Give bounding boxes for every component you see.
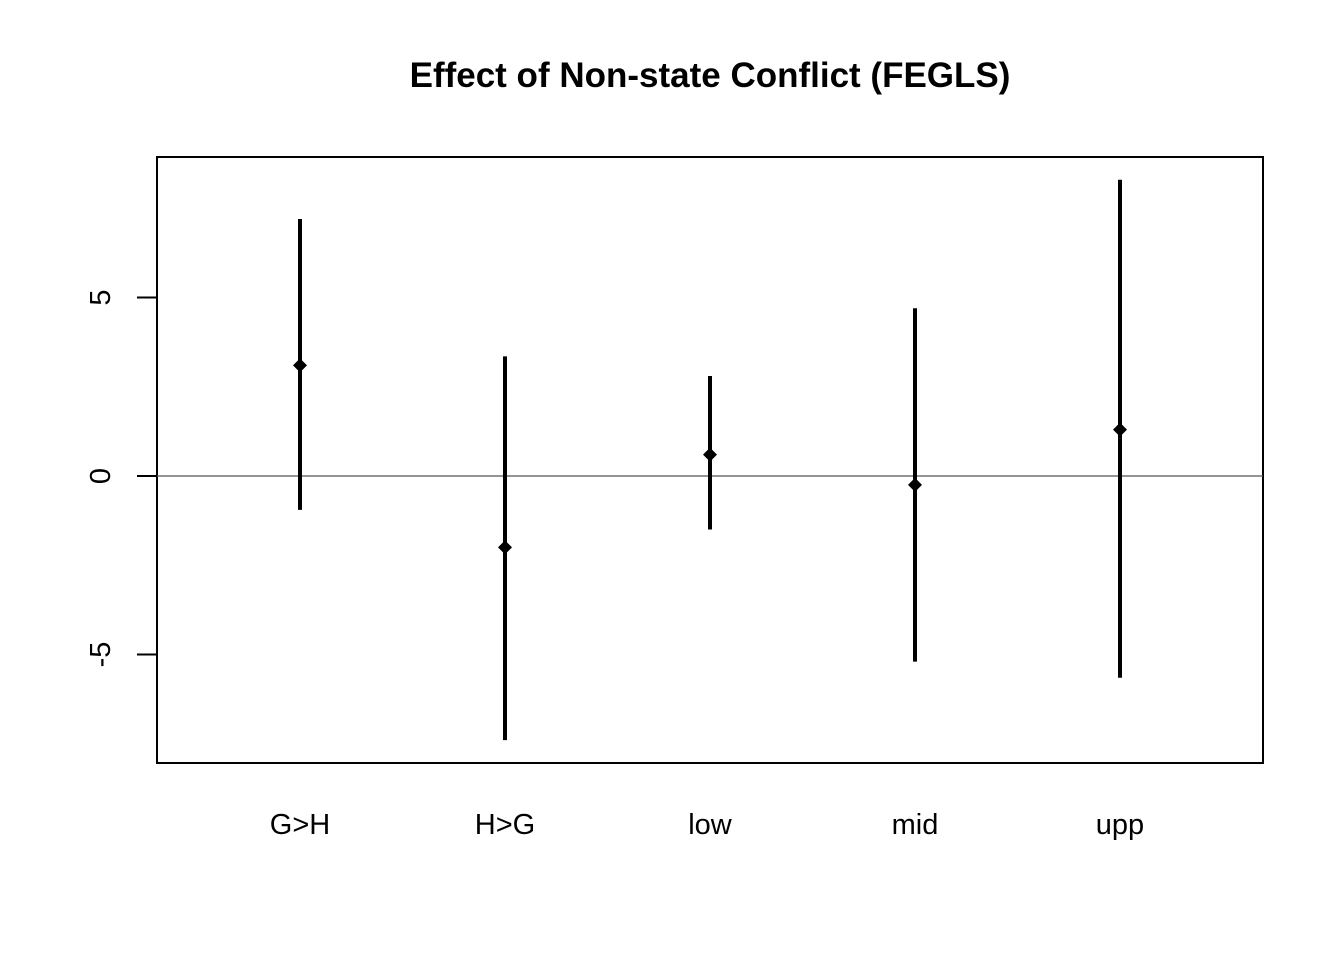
chart-title: Effect of Non-state Conflict (FEGLS) bbox=[409, 56, 1011, 95]
x-tick-label: G>H bbox=[270, 809, 330, 841]
estimate-point-4 bbox=[908, 477, 922, 492]
y-tick-label: 5 bbox=[85, 289, 117, 305]
estimate-point-5 bbox=[1113, 422, 1127, 437]
y-tick-label: -5 bbox=[85, 642, 117, 668]
x-tick-label: H>G bbox=[475, 809, 535, 841]
y-tick-label: 0 bbox=[85, 468, 117, 484]
x-tick-label: upp bbox=[1096, 809, 1144, 841]
plot-frame bbox=[156, 156, 1264, 764]
estimate-point-2 bbox=[498, 540, 512, 555]
x-tick-label: low bbox=[688, 809, 733, 841]
estimate-point-1 bbox=[293, 358, 307, 373]
x-tick-label: mid bbox=[892, 809, 939, 841]
estimate-point-3 bbox=[703, 447, 717, 462]
